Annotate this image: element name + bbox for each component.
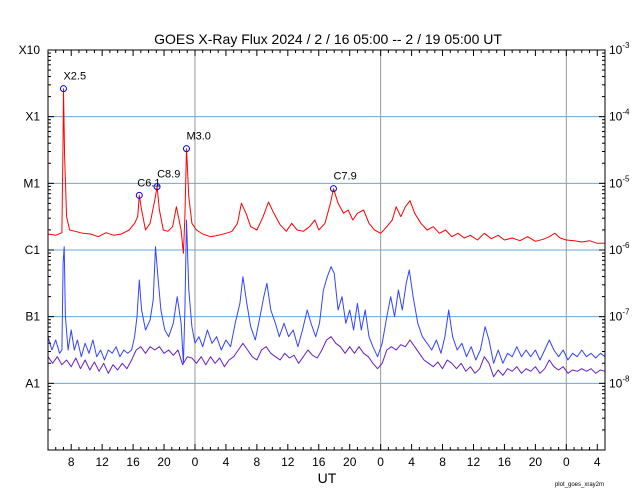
x-tick-label: 0 <box>192 455 199 469</box>
y-right-tick-label: 10-4 <box>609 108 630 124</box>
x-tick-label: 12 <box>95 455 109 469</box>
x-tick-label: 8 <box>68 455 75 469</box>
x-tick-label: 20 <box>157 455 171 469</box>
x-tick-label: 0 <box>377 455 384 469</box>
axis-layer: A1 B1 C1 M1 X1 X10 10-8 10-7 10-6 10-5 10-4 10-3 8 12… <box>19 41 630 469</box>
x-tick-label: 4 <box>408 455 415 469</box>
flare-label: C8.9 <box>157 169 180 181</box>
series-line-short-floor <box>47 336 606 378</box>
y-left-tick-label: X1 <box>25 110 40 124</box>
y-right-tick-label: 10-6 <box>609 241 630 257</box>
y-left-tick-label: C1 <box>25 243 41 257</box>
flare-label: X2.5 <box>63 71 86 83</box>
x-tick-label: 12 <box>467 455 481 469</box>
grid-layer <box>48 50 605 450</box>
series-line-short <box>47 219 606 364</box>
y-left-tick-label: X10 <box>19 43 41 57</box>
series-line-long <box>47 88 605 254</box>
flare-peak-marker <box>59 85 67 93</box>
plot-credit: plot_goes_xray2m <box>555 482 604 488</box>
flare-peak-marker <box>153 183 161 191</box>
y-right-tick-label: 10-5 <box>609 174 630 190</box>
y-left-tick-label: A1 <box>25 376 40 390</box>
chart-title: GOES X-Ray Flux 2024 / 2 / 16 05:00 -- 2… <box>154 31 502 47</box>
x-tick-label: 8 <box>439 455 446 469</box>
flare-peak-marker <box>182 145 190 153</box>
flare-peak-marker <box>135 191 143 199</box>
y-right-tick-label: 10-7 <box>609 308 630 324</box>
flare-label: C7.9 <box>333 171 356 183</box>
x-tick-label: 0 <box>563 455 570 469</box>
y-left-tick-label: B1 <box>25 310 40 324</box>
flare-label: C6.1 <box>137 177 160 189</box>
x-tick-label: 16 <box>126 455 140 469</box>
annotation-layer: X2.5 M3.0 C8.9C6.1 C7.9 <box>59 71 357 199</box>
x-axis-label: UT <box>318 470 337 486</box>
series-layer <box>47 88 606 378</box>
flare-peak-marker <box>329 185 337 193</box>
x-tick-label: 20 <box>529 455 543 469</box>
x-tick-label: 16 <box>498 455 512 469</box>
x-tick-label: 4 <box>594 455 601 469</box>
y-left-tick-label: M1 <box>23 176 40 190</box>
x-tick-label: 12 <box>281 455 295 469</box>
flare-label: M3.0 <box>186 131 210 143</box>
x-tick-label: 16 <box>312 455 326 469</box>
x-tick-label: 20 <box>343 455 357 469</box>
x-tick-label: 4 <box>223 455 230 469</box>
y-right-tick-label: 10-8 <box>609 374 630 390</box>
y-right-tick-label: 10-3 <box>609 41 630 57</box>
x-tick-label: 8 <box>254 455 261 469</box>
